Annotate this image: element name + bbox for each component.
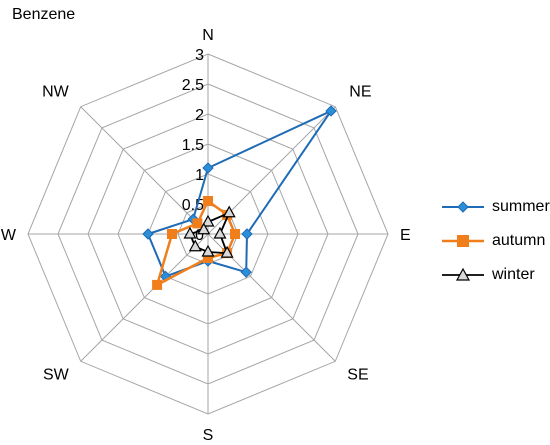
data-point-winter-se — [220, 245, 234, 258]
legend-marker-autumn — [442, 235, 484, 247]
radial-tick-label: 2 — [195, 107, 204, 124]
data-point-winter-n — [201, 214, 215, 227]
data-point-summer-e — [241, 228, 253, 240]
category-label-n: N — [202, 27, 214, 44]
data-point-winter-nw — [197, 222, 211, 235]
data-point-summer-n — [202, 162, 214, 174]
radial-tick-label: 0 — [195, 227, 204, 244]
data-point-autumn-e — [230, 229, 240, 239]
category-label-e: E — [400, 227, 411, 244]
data-point-winter-ne — [222, 205, 236, 218]
chart-title: Benzene — [12, 6, 76, 23]
radial-tick-label: 1 — [195, 167, 204, 184]
data-point-summer-se — [240, 266, 252, 278]
legend-label-winter: winter — [492, 266, 535, 283]
category-label-s: S — [203, 427, 214, 444]
series-line-summer — [147, 109, 333, 278]
legend: summer autumn winter — [440, 190, 550, 292]
grid-spoke — [80, 233, 209, 362]
data-point-winter-e — [213, 226, 227, 239]
legend-item-summer[interactable]: summer — [440, 190, 550, 224]
radial-tick-label: 3 — [195, 47, 204, 64]
legend-label-summer: summer — [492, 198, 550, 215]
data-point-summer-w — [142, 228, 154, 240]
category-label-nw: NW — [42, 84, 70, 101]
category-label-sw: SW — [43, 366, 70, 383]
legend-label-autumn: autumn — [492, 232, 546, 249]
radial-tick-label: 1.5 — [182, 137, 204, 154]
data-point-autumn-sw — [152, 279, 163, 290]
legend-item-winter[interactable]: winter — [440, 258, 550, 292]
data-point-autumn-nw — [192, 218, 203, 229]
grid-spoke — [80, 106, 209, 235]
data-point-winter-w — [183, 226, 197, 239]
category-label-ne: NE — [349, 84, 371, 101]
radial-tick-label: 0.5 — [182, 197, 204, 214]
radial-tick-label: 2.5 — [182, 77, 204, 94]
legend-item-autumn[interactable]: autumn — [440, 224, 550, 258]
data-point-autumn-n — [203, 196, 213, 206]
data-point-summer-ne — [325, 105, 337, 117]
legend-marker-summer — [442, 201, 484, 213]
category-label-se: SE — [347, 366, 368, 383]
data-point-autumn-w — [167, 229, 177, 239]
data-point-autumn-s — [203, 253, 213, 263]
category-label-w: W — [1, 227, 17, 244]
legend-marker-winter — [442, 268, 484, 281]
data-point-winter-sw — [188, 239, 202, 252]
data-point-winter-s — [201, 244, 215, 257]
